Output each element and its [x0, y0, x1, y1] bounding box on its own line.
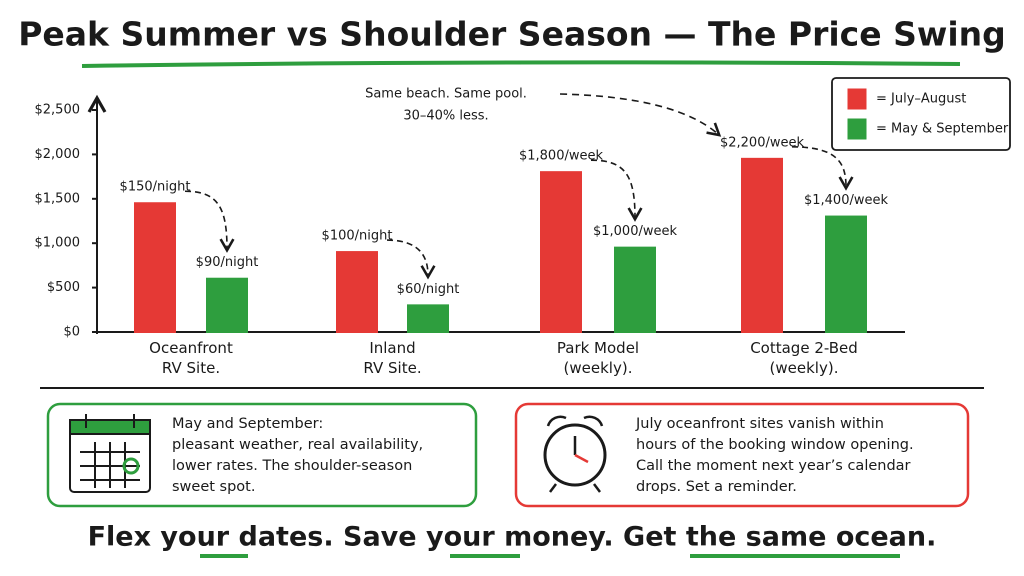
- bar: [407, 304, 449, 333]
- swing-arrow: [184, 190, 235, 253]
- panel-text: pleasant weather, real availability,: [172, 437, 423, 453]
- bar: [540, 171, 582, 333]
- y-tick-label: $2,000: [35, 147, 81, 162]
- tip-panel: [46, 402, 478, 508]
- title-underline: [81, 60, 961, 68]
- bar: [336, 251, 378, 333]
- panel-text: hours of the booking window opening.: [636, 437, 914, 453]
- bar: [614, 246, 656, 333]
- x-tick-label: Park Model (weekly).: [557, 339, 639, 377]
- y-tick-label: $2,500: [35, 103, 81, 118]
- panel-text: lower rates. The shoulder-season: [172, 458, 412, 474]
- x-tick-label: Inland RV Site.: [363, 339, 421, 377]
- price-label: $1,800/week: [519, 149, 603, 164]
- panel-text: May and September:: [172, 416, 323, 432]
- warning-panel: [514, 402, 970, 508]
- swing-arrow: [590, 159, 643, 222]
- annotation: Same beach. Same pool.: [365, 87, 527, 102]
- legend: [831, 77, 1011, 151]
- price-label: $100/night: [322, 229, 393, 244]
- price-label: $90/night: [196, 255, 259, 270]
- bar: [134, 202, 176, 333]
- legend-swatch: [847, 88, 867, 110]
- swing-arrow: [386, 239, 436, 280]
- panel-text: July oceanfront sites vanish within: [635, 416, 884, 432]
- legend-label: = May & September: [876, 122, 1009, 137]
- y-tick-label: $0: [63, 325, 80, 340]
- y-tick-label: $500: [47, 280, 80, 295]
- price-label: $150/night: [120, 180, 191, 195]
- tagline: Flex your dates. Save your money. Get th…: [88, 522, 937, 553]
- annotation: 30–40% less.: [403, 109, 488, 124]
- panel-text: Call the moment next year’s calendar: [636, 458, 911, 474]
- bar: [741, 157, 783, 333]
- swing-arrow: [791, 146, 854, 191]
- panel-text: drops. Set a reminder.: [636, 479, 797, 495]
- price-label: $60/night: [397, 282, 460, 297]
- x-tick-label: Cottage 2-Bed (weekly).: [750, 339, 858, 377]
- y-tick-label: $1,000: [35, 236, 81, 251]
- y-tick-label: $1,500: [35, 191, 81, 206]
- bar: [206, 277, 248, 333]
- calendar-icon: [69, 414, 151, 493]
- legend-label: = July–August: [876, 92, 966, 107]
- price-label: $2,200/week: [720, 135, 804, 150]
- chart-title: Peak Summer vs Shoulder Season — The Pri…: [18, 15, 1006, 54]
- bar: [825, 215, 867, 333]
- legend-swatch: [847, 118, 867, 140]
- annotation-arrow: [559, 93, 722, 137]
- price-label: $1,000/week: [593, 224, 677, 239]
- price-label: $1,400/week: [804, 193, 888, 208]
- alarm-clock-icon: [543, 415, 607, 493]
- panel-text: sweet spot.: [172, 479, 255, 495]
- x-tick-label: Oceanfront RV Site.: [149, 339, 233, 377]
